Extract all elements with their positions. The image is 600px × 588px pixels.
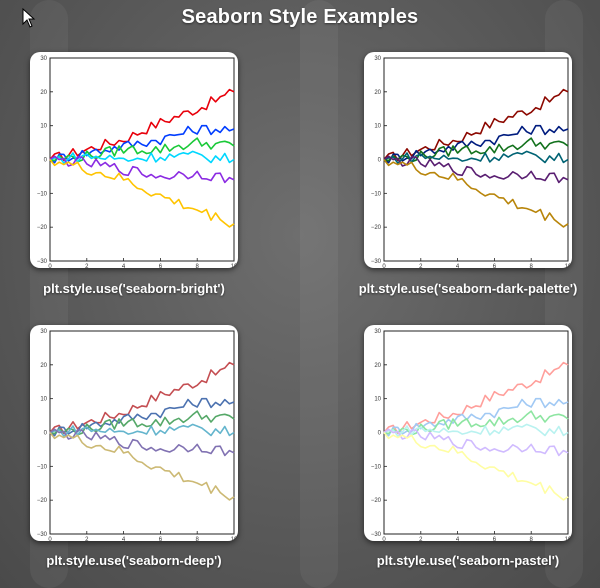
y-tick-label: −10 [371, 191, 382, 197]
series-line [49, 159, 235, 228]
x-tick-label: 0 [382, 537, 386, 541]
series-line [49, 397, 235, 437]
series-line [383, 137, 569, 163]
x-tick-label: 4 [122, 537, 126, 541]
y-tick-label: −10 [37, 191, 48, 197]
series-line [49, 410, 235, 436]
y-tick-label: −20 [37, 225, 48, 231]
series-line [49, 137, 235, 163]
x-tick-label: 6 [493, 264, 497, 268]
x-tick-label: 8 [530, 264, 534, 268]
y-tick-label: 10 [40, 124, 47, 130]
x-tick-label: 6 [159, 264, 163, 268]
y-tick-label: −30 [371, 259, 382, 265]
y-tick-label: −10 [371, 464, 382, 470]
series-line [383, 410, 569, 436]
mouse-pointer-icon [22, 8, 36, 28]
series-line [383, 432, 569, 501]
caption-seaborn-bright: plt.style.use('seaborn-bright') [43, 281, 225, 296]
x-tick-label: 2 [85, 537, 89, 541]
series-line [383, 397, 569, 437]
y-tick-label: −20 [37, 498, 48, 504]
chart-card-bright: 30 20 10 0 −10 −20 −30 0 2 4 6 8 10 [30, 52, 238, 268]
series-line [49, 428, 235, 457]
y-tick-label: 10 [374, 397, 381, 403]
y-tick-label: 20 [374, 363, 381, 369]
caption-seaborn-dark-palette: plt.style.use('seaborn-dark-palette') [358, 281, 578, 296]
y-tick-label: 20 [40, 363, 47, 369]
y-tick-label: −20 [371, 498, 382, 504]
series-line [49, 432, 235, 501]
x-tick-label: 10 [231, 264, 238, 268]
series-line [383, 428, 569, 457]
x-tick-label: 8 [530, 537, 534, 541]
y-tick-label: 0 [378, 158, 382, 164]
y-tick-label: 20 [374, 90, 381, 96]
x-tick-label: 4 [456, 264, 460, 268]
y-tick-label: −20 [371, 225, 382, 231]
series-line [49, 155, 235, 184]
x-tick-label: 2 [419, 537, 423, 541]
series-line [383, 159, 569, 228]
background-stripe [300, 0, 338, 588]
series-line [383, 155, 569, 184]
x-tick-label: 0 [48, 264, 52, 268]
series-line [383, 124, 569, 164]
x-tick-label: 10 [231, 537, 238, 541]
x-tick-label: 4 [122, 264, 126, 268]
y-tick-label: 30 [374, 329, 381, 335]
y-tick-label: −10 [37, 464, 48, 470]
chart-card-dark-palette: 30 20 10 0 −10 −20 −30 0 2 4 6 8 10 [364, 52, 572, 268]
y-tick-label: 30 [374, 56, 381, 62]
y-tick-label: −30 [371, 532, 382, 538]
y-tick-label: −30 [37, 532, 48, 538]
y-tick-label: 0 [378, 431, 382, 437]
x-tick-label: 2 [419, 264, 423, 268]
x-tick-label: 0 [382, 264, 386, 268]
y-tick-label: −30 [37, 259, 48, 265]
y-tick-label: 0 [44, 158, 48, 164]
x-tick-label: 8 [196, 264, 200, 268]
y-tick-label: 30 [40, 329, 47, 335]
y-tick-label: 30 [40, 56, 47, 62]
y-tick-label: 0 [44, 431, 48, 437]
x-tick-label: 6 [493, 537, 497, 541]
caption-seaborn-deep: plt.style.use('seaborn-deep') [46, 553, 222, 568]
x-tick-label: 0 [48, 537, 52, 541]
chart-card-pastel: 30 20 10 0 −10 −20 −30 0 2 4 6 8 10 [364, 325, 572, 541]
x-tick-label: 6 [159, 537, 163, 541]
y-tick-label: 20 [40, 90, 47, 96]
y-tick-label: 10 [40, 397, 47, 403]
caption-seaborn-pastel: plt.style.use('seaborn-pastel') [376, 553, 560, 568]
series-line [49, 124, 235, 164]
page-title: Seaborn Style Examples [181, 6, 419, 28]
y-tick-label: 10 [374, 124, 381, 130]
x-tick-label: 4 [456, 537, 460, 541]
chart-card-deep: 30 20 10 0 −10 −20 −30 0 2 4 6 8 10 [30, 325, 238, 541]
x-tick-label: 2 [85, 264, 89, 268]
x-tick-label: 8 [196, 537, 200, 541]
